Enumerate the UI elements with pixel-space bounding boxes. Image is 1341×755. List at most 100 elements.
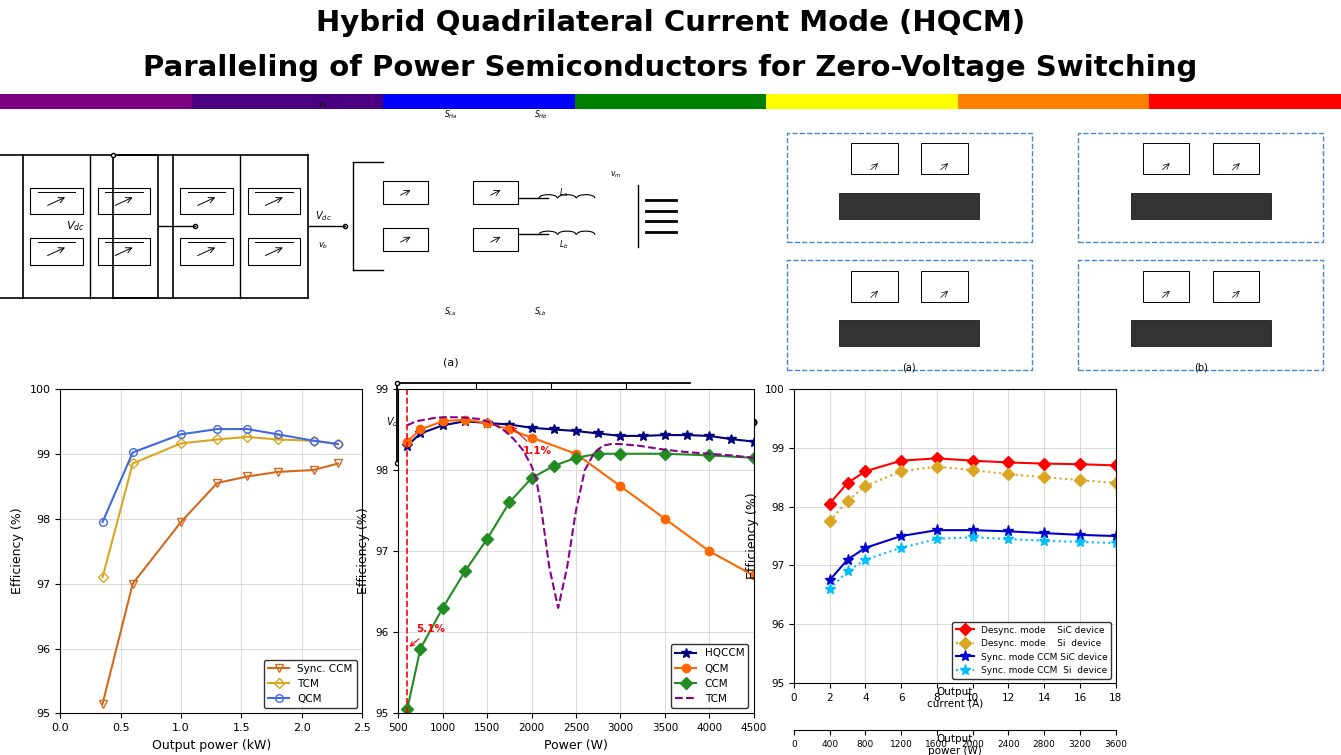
Y-axis label: Efficiency (%): Efficiency (%)	[746, 493, 759, 579]
Line: CCM: CCM	[404, 449, 758, 713]
Bar	[603, 431, 649, 451]
Sync. mode CCM SiC device	[822, 575, 838, 584]
TCM	[452, 413, 468, 422]
Desync. mode    SiC device	[857, 467, 873, 476]
TCM	[434, 413, 451, 422]
HQCCM	[523, 424, 539, 433]
Desync. mode    Si  device	[1000, 470, 1016, 479]
QCM	[94, 517, 110, 526]
Bar	[852, 271, 897, 302]
CCM	[434, 603, 451, 612]
Bar	[1130, 320, 1271, 347]
CCM	[590, 449, 606, 458]
HQCCM	[634, 431, 650, 440]
Bar	[192, 94, 384, 109]
CCM	[546, 461, 562, 470]
Sync. mode CCM SiC device	[1037, 528, 1053, 538]
Desync. mode    SiC device	[1000, 458, 1016, 467]
TCM	[577, 466, 593, 475]
Sync. mode CCM  Si  device	[857, 555, 873, 564]
TCM	[425, 414, 441, 423]
Y-axis label: Efficiency (%): Efficiency (%)	[11, 508, 24, 594]
Sync. CCM	[270, 467, 286, 476]
QCM	[701, 547, 717, 556]
Bar	[1078, 260, 1324, 370]
Line: Desync. mode    SiC device: Desync. mode SiC device	[826, 455, 1120, 508]
Text: Hybrid Quadrilateral Current Mode (HQCM): Hybrid Quadrilateral Current Mode (HQCM)	[316, 8, 1025, 37]
QCM	[209, 424, 225, 433]
Text: $V_{dc}$: $V_{dc}$	[386, 415, 402, 430]
Bar	[547, 414, 562, 431]
Sync. mode CCM SiC device	[1071, 530, 1088, 539]
TCM	[550, 603, 566, 612]
Line: HQCCM: HQCCM	[402, 417, 759, 451]
Text: (a): (a)	[443, 357, 459, 367]
Bar	[30, 239, 83, 264]
Bar	[30, 188, 83, 214]
Bar	[589, 414, 603, 431]
HQCCM	[569, 427, 585, 436]
TCM	[270, 435, 286, 444]
QCM	[746, 571, 762, 580]
Bar	[453, 401, 499, 421]
Bar	[248, 239, 300, 264]
TCM	[330, 439, 346, 448]
Desync. mode    Si  device	[822, 516, 838, 525]
CCM	[523, 473, 539, 482]
Text: Output
power (W): Output power (W)	[928, 734, 982, 755]
Desync. mode    Si  device	[893, 467, 909, 476]
Bar	[603, 401, 649, 421]
CCM	[569, 453, 585, 462]
Line: TCM: TCM	[99, 433, 342, 581]
HQCCM	[657, 430, 673, 439]
TCM	[746, 453, 762, 462]
TCM	[532, 498, 548, 507]
HQCCM	[723, 435, 739, 444]
Bar	[180, 188, 233, 214]
Bar	[1130, 193, 1271, 219]
Bar	[98, 239, 150, 264]
QCM	[657, 514, 673, 523]
QCM	[523, 433, 539, 442]
Sync. mode CCM  Si  device	[839, 567, 856, 576]
Sync. mode CCM  Si  device	[1000, 535, 1016, 544]
TCM	[239, 433, 255, 442]
Desync. mode    SiC device	[929, 454, 945, 463]
Text: $L_b$: $L_b$	[558, 239, 569, 251]
TCM	[471, 414, 487, 424]
Desync. mode    Si  device	[964, 466, 980, 475]
TCM	[657, 445, 673, 455]
Bar	[921, 271, 968, 302]
TCM	[523, 461, 539, 470]
TCM	[306, 436, 322, 445]
Text: $V_{dc}$: $V_{dc}$	[66, 220, 84, 233]
TCM	[630, 441, 646, 450]
Bar	[1212, 271, 1259, 302]
Bar	[839, 320, 979, 347]
TCM	[444, 413, 460, 422]
Bar	[787, 133, 1031, 242]
Text: (a): (a)	[902, 362, 916, 372]
TCM	[209, 435, 225, 444]
TCM	[613, 439, 629, 448]
Desync. mode    Si  device	[839, 496, 856, 505]
Text: $L_a$: $L_a$	[559, 186, 567, 199]
Bar	[787, 260, 1031, 370]
HQCCM	[701, 431, 717, 440]
Desync. mode    SiC device	[964, 456, 980, 465]
Sync. mode CCM  Si  device	[822, 584, 838, 593]
QCM	[400, 437, 416, 446]
Text: M: M	[723, 416, 736, 429]
Bar	[473, 181, 518, 205]
Bar	[957, 94, 1149, 109]
Sync. mode CCM SiC device	[839, 555, 856, 564]
Bar	[473, 228, 518, 251]
Text: $S_{L b}$: $S_{L b}$	[534, 306, 547, 319]
Sync. CCM	[209, 479, 225, 488]
Bar	[1149, 94, 1341, 109]
QCM	[479, 418, 495, 427]
Line: Desync. mode    Si  device: Desync. mode Si device	[826, 462, 1120, 525]
TCM	[559, 563, 575, 572]
Text: 5.1%: 5.1%	[410, 624, 445, 646]
TCM	[542, 563, 558, 572]
